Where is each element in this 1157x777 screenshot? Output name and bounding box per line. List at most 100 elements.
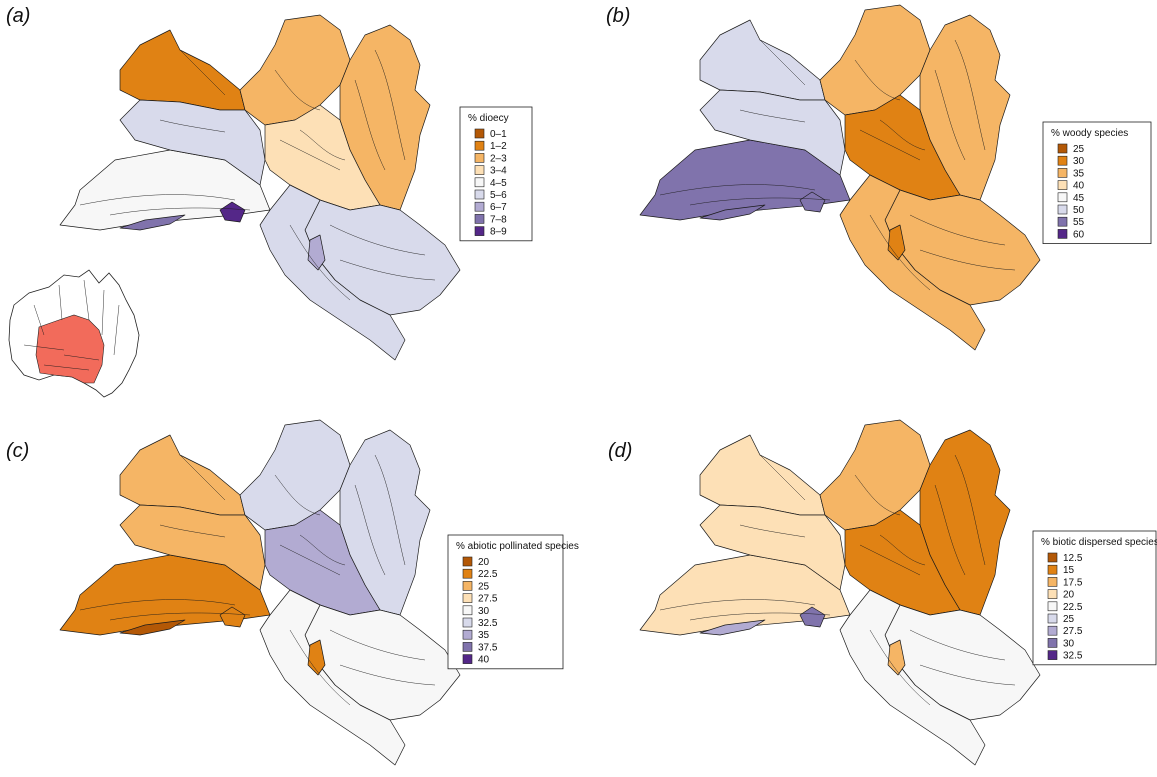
- panel-a-boundary-line: [79, 194, 236, 206]
- panel-a-region-strip: [119, 214, 186, 231]
- panel-a-region-ring: [307, 234, 326, 271]
- panel-d-legend-swatch: [1047, 589, 1058, 599]
- panel-a-legend-frame: [459, 106, 533, 242]
- panel-d-legend-title: % biotic dispersed species: [1041, 537, 1157, 548]
- panel-b-boundary-line: [854, 59, 901, 101]
- panel-b-region-n: [819, 4, 931, 116]
- panel-a-boundary-line: [329, 224, 426, 256]
- panel-b-legend-item: 40: [1073, 181, 1085, 192]
- panel-a-boundary-line: [374, 49, 406, 161]
- panel-d-region-strip: [699, 619, 766, 636]
- panel-b-map: [639, 4, 1041, 351]
- panel-a-legend-swatch: [474, 165, 485, 175]
- panel-c-legend-item: 25: [478, 581, 490, 592]
- panel-c-boundary-line: [289, 629, 351, 706]
- panel-b-legend-item: 30: [1073, 156, 1085, 167]
- study-area-highlight: [35, 314, 105, 384]
- panel-b-legend-item: 45: [1073, 193, 1085, 204]
- panel-d-legend-item: 20: [1063, 590, 1075, 601]
- panel-c-region-n: [239, 419, 351, 531]
- panel-c-boundary-line: [109, 612, 251, 621]
- panel-b-boundary-line: [919, 249, 1016, 271]
- panel-d-boundary-line: [869, 629, 931, 706]
- panel-c-boundary-line: [159, 524, 226, 538]
- panel-d-boundary-line: [739, 524, 806, 538]
- panel-c-legend-swatch: [462, 642, 473, 652]
- panel-d-legend-item: 17.5: [1063, 577, 1083, 588]
- panel-c-legend-item: 37.5: [478, 642, 498, 653]
- panel-a-region-n: [239, 14, 351, 126]
- panel-b-region-centre: [699, 89, 846, 176]
- panel-d-legend-item: 22.5: [1063, 602, 1083, 613]
- panel-d-boundary-line: [759, 454, 806, 501]
- panel-c-legend-item: 32.5: [478, 618, 498, 629]
- panel-c-legend-item: 30: [478, 606, 490, 617]
- panel-c-boundary-line: [274, 474, 321, 516]
- panel-d-legend-swatch: [1047, 564, 1058, 575]
- panel-b-legend-item: 55: [1073, 217, 1085, 228]
- panel-b-legend-item: 35: [1073, 168, 1085, 179]
- panel-b-boundary-line: [934, 69, 966, 161]
- panel-c-legend-item: 20: [478, 557, 490, 568]
- panel-a-map: [59, 14, 461, 361]
- panel-c-boundary-line: [374, 454, 406, 566]
- panel-a-legend-swatch: [474, 189, 485, 200]
- panel-c-map: [59, 419, 461, 766]
- panel-c-region-nw: [119, 434, 246, 516]
- panel-d-legend-item: 25: [1063, 614, 1075, 625]
- panel-d-legend-item: 32.5: [1063, 651, 1083, 662]
- panel-a-legend-swatch: [474, 201, 485, 212]
- panel-a-legend-swatch: [474, 128, 485, 139]
- panel-c-legend-swatch: [462, 568, 473, 579]
- panel-d-boundary-line: [689, 612, 831, 621]
- panel-b-label: (b): [606, 5, 630, 27]
- panel-b-legend-item: 50: [1073, 205, 1085, 216]
- panel-a-region-south: [259, 184, 406, 361]
- panel-a-legend-item: 1–2: [490, 141, 507, 152]
- panel-a-legend-item: 8–9: [490, 227, 507, 238]
- panel-c-legend-swatch: [462, 556, 473, 567]
- panel-c-boundary-line: [179, 454, 226, 501]
- panel-a-legend-item: 5–6: [490, 190, 507, 201]
- panel-b-legend-swatch: [1057, 204, 1068, 215]
- panel-d-legend-swatch: [1047, 577, 1058, 587]
- panel-a-legend-item: 3–4: [490, 166, 507, 177]
- panel-a-legend-swatch: [474, 214, 485, 224]
- panel-b-boundary-line: [869, 214, 931, 291]
- panel-c-region-strip: [119, 619, 186, 636]
- panel-c-legend-swatch: [462, 654, 473, 664]
- panel-c-legend-swatch: [462, 581, 473, 591]
- panel-d-legend-item: 27.5: [1063, 626, 1083, 637]
- panel-b-region-strip: [699, 204, 766, 221]
- panel-c-boundary-line: [279, 544, 341, 576]
- panel-a-region-spot: [219, 201, 246, 223]
- panel-d-legend-swatch: [1047, 613, 1058, 624]
- panel-c-region-spot: [219, 606, 246, 628]
- panel-d-map: [639, 419, 1041, 766]
- panel-c-legend-swatch: [462, 617, 473, 628]
- panel-a-boundary-line: [279, 139, 341, 171]
- panel-b-legend-item: 25: [1073, 144, 1085, 155]
- panel-a-legend-item: 7–8: [490, 214, 507, 225]
- panel-a-legend-item: 2–3: [490, 153, 507, 164]
- panel-a-legend-item: 0–1: [490, 129, 507, 140]
- panel-a-legend-swatch: [474, 140, 485, 151]
- panel-c-boundary-line: [299, 534, 346, 566]
- panel-c-label: (c): [6, 440, 29, 462]
- panel-a-boundary-line: [109, 207, 251, 216]
- panel-a-legend: % dioecy 0–11–22–3 3–44–55–66–77–8 8–9: [459, 106, 533, 242]
- panel-d-label: (d): [608, 440, 632, 462]
- panel-c-legend-item: 40: [478, 655, 490, 666]
- panel-b-boundary-line: [689, 197, 831, 206]
- australia-inset-map: [8, 269, 140, 398]
- panel-b-boundary-line: [954, 39, 986, 151]
- panel-d-region-n: [819, 419, 931, 531]
- panel-b-boundary-line: [759, 39, 806, 86]
- panel-d-region-centre: [699, 504, 846, 591]
- panel-b-legend-swatch: [1057, 143, 1068, 154]
- panel-b-boundary-line: [879, 119, 926, 151]
- panel-d-region-spot: [799, 606, 826, 628]
- panel-c-legend-title: % abiotic pollinated species: [456, 541, 579, 552]
- panel-a-boundary-line: [299, 129, 346, 161]
